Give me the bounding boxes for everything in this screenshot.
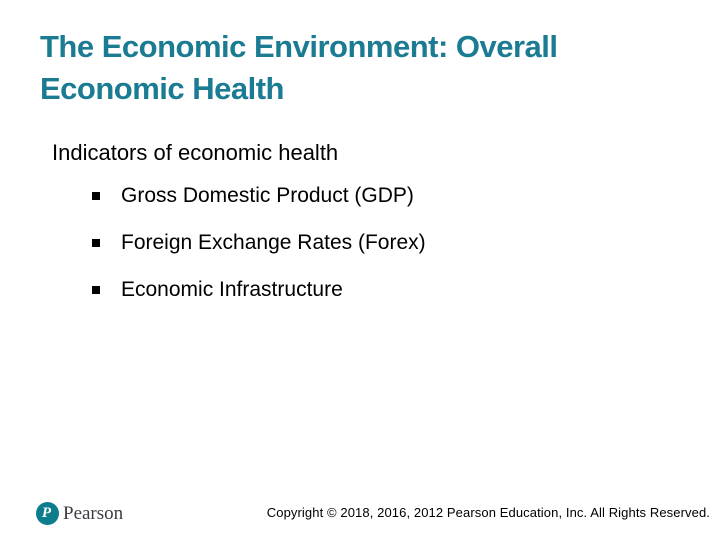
pearson-logo-icon: P <box>36 502 59 525</box>
bullet-item: Foreign Exchange Rates (Forex) <box>92 232 426 254</box>
bullet-text: Economic Infrastructure <box>121 278 343 301</box>
square-bullet-icon <box>92 239 100 247</box>
pearson-logo-letter: P <box>41 505 52 521</box>
square-bullet-icon <box>92 192 100 200</box>
pearson-logo: P Pearson <box>36 502 123 525</box>
bullet-text: Foreign Exchange Rates (Forex) <box>121 231 426 254</box>
bullet-item: Gross Domestic Product (GDP) <box>92 185 426 207</box>
slide-title: The Economic Environment: Overall Econom… <box>40 26 688 110</box>
pearson-wordmark: Pearson <box>63 502 124 524</box>
bullet-list: Gross Domestic Product (GDP) Foreign Exc… <box>92 185 426 326</box>
body-heading: Indicators of economic health <box>52 140 339 165</box>
copyright-text: Copyright © 2018, 2016, 2012 Pearson Edu… <box>266 505 710 520</box>
title-line-2: Economic Health <box>40 71 285 106</box>
bullet-item: Economic Infrastructure <box>92 279 426 301</box>
title-line-1: The Economic Environment: Overall <box>40 29 558 64</box>
bullet-text: Gross Domestic Product (GDP) <box>121 184 414 207</box>
square-bullet-icon <box>92 286 100 294</box>
